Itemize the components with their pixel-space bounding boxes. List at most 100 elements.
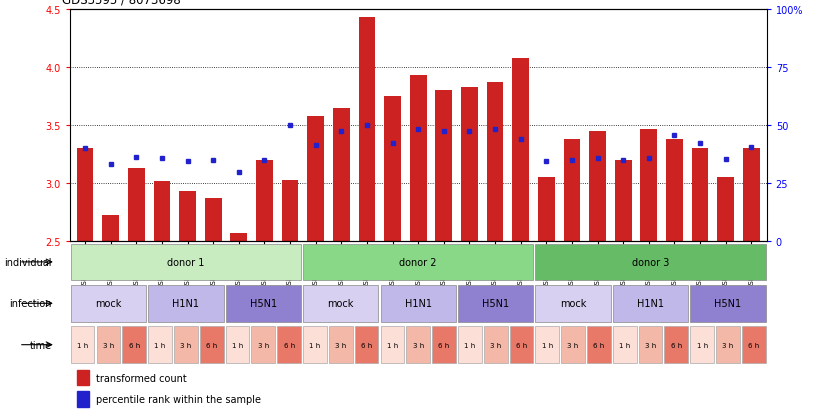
Bar <box>486 83 503 242</box>
FancyBboxPatch shape <box>97 327 120 363</box>
Text: 1 h: 1 h <box>695 342 707 348</box>
Text: 6 h: 6 h <box>670 342 681 348</box>
Text: H1N1: H1N1 <box>405 299 431 309</box>
Text: individual: individual <box>4 257 52 267</box>
Text: 1 h: 1 h <box>618 342 630 348</box>
FancyBboxPatch shape <box>432 327 455 363</box>
FancyBboxPatch shape <box>715 327 739 363</box>
Text: 3 h: 3 h <box>102 342 114 348</box>
Text: 3 h: 3 h <box>644 342 655 348</box>
Bar <box>717 178 733 242</box>
Text: GDS3595 / 8073698: GDS3595 / 8073698 <box>61 0 180 6</box>
Bar <box>665 140 682 242</box>
Text: H1N1: H1N1 <box>636 299 663 309</box>
Text: 1 h: 1 h <box>309 342 320 348</box>
Text: 3 h: 3 h <box>257 342 269 348</box>
Text: 3 h: 3 h <box>722 342 733 348</box>
Text: 6 h: 6 h <box>438 342 449 348</box>
FancyBboxPatch shape <box>277 327 301 363</box>
FancyBboxPatch shape <box>225 285 301 322</box>
Bar <box>205 199 221 242</box>
Text: donor 1: donor 1 <box>167 257 204 267</box>
FancyBboxPatch shape <box>70 285 146 322</box>
FancyBboxPatch shape <box>663 327 687 363</box>
Bar <box>460 88 477 242</box>
Text: 6 h: 6 h <box>515 342 527 348</box>
FancyBboxPatch shape <box>535 285 610 322</box>
Bar <box>128 169 144 242</box>
FancyBboxPatch shape <box>406 327 429 363</box>
Bar <box>537 178 554 242</box>
Text: H5N1: H5N1 <box>482 299 509 309</box>
Text: H5N1: H5N1 <box>250 299 277 309</box>
FancyBboxPatch shape <box>457 285 532 322</box>
Text: 6 h: 6 h <box>593 342 604 348</box>
FancyBboxPatch shape <box>535 327 559 363</box>
Bar <box>563 140 580 242</box>
Bar <box>358 19 375 242</box>
Text: 3 h: 3 h <box>412 342 423 348</box>
Text: transformed count: transformed count <box>96 373 187 382</box>
Text: 1 h: 1 h <box>154 342 165 348</box>
Bar <box>333 109 349 242</box>
FancyBboxPatch shape <box>303 244 532 280</box>
Bar <box>256 161 273 242</box>
FancyBboxPatch shape <box>690 285 765 322</box>
Bar <box>307 117 324 242</box>
Text: H5N1: H5N1 <box>713 299 740 309</box>
Bar <box>589 132 605 242</box>
FancyBboxPatch shape <box>509 327 532 363</box>
Text: 1 h: 1 h <box>232 342 242 348</box>
Text: time: time <box>29 340 52 350</box>
Bar <box>282 180 298 242</box>
FancyBboxPatch shape <box>380 327 404 363</box>
FancyBboxPatch shape <box>535 244 765 280</box>
FancyBboxPatch shape <box>560 327 584 363</box>
FancyBboxPatch shape <box>328 327 352 363</box>
Bar <box>512 59 528 242</box>
FancyBboxPatch shape <box>148 327 172 363</box>
Bar <box>742 149 758 242</box>
Text: percentile rank within the sample: percentile rank within the sample <box>96 394 261 404</box>
Text: 6 h: 6 h <box>747 342 758 348</box>
Bar <box>384 97 400 242</box>
Bar <box>102 215 119 242</box>
Bar <box>410 76 426 242</box>
FancyBboxPatch shape <box>303 285 378 322</box>
Bar <box>77 370 89 385</box>
Text: donor 3: donor 3 <box>631 257 668 267</box>
Text: 1 h: 1 h <box>77 342 88 348</box>
FancyBboxPatch shape <box>200 327 224 363</box>
FancyBboxPatch shape <box>380 285 455 322</box>
FancyBboxPatch shape <box>70 327 94 363</box>
FancyBboxPatch shape <box>638 327 662 363</box>
Text: H1N1: H1N1 <box>172 299 199 309</box>
FancyBboxPatch shape <box>303 327 327 363</box>
Text: infection: infection <box>9 299 52 309</box>
Text: 1 h: 1 h <box>464 342 475 348</box>
Bar <box>230 233 247 242</box>
FancyBboxPatch shape <box>741 327 765 363</box>
FancyBboxPatch shape <box>174 327 197 363</box>
FancyBboxPatch shape <box>483 327 507 363</box>
Bar <box>691 149 708 242</box>
Bar <box>614 161 631 242</box>
Bar <box>77 149 93 242</box>
Bar <box>640 129 656 242</box>
Text: 3 h: 3 h <box>567 342 578 348</box>
FancyBboxPatch shape <box>612 285 687 322</box>
FancyBboxPatch shape <box>225 327 249 363</box>
FancyBboxPatch shape <box>122 327 146 363</box>
Text: 3 h: 3 h <box>335 342 346 348</box>
Text: mock: mock <box>327 299 354 309</box>
FancyBboxPatch shape <box>70 244 301 280</box>
Text: mock: mock <box>559 299 586 309</box>
Text: 1 h: 1 h <box>541 342 552 348</box>
Bar <box>153 181 170 242</box>
FancyBboxPatch shape <box>457 327 481 363</box>
Text: 3 h: 3 h <box>180 342 192 348</box>
FancyBboxPatch shape <box>586 327 610 363</box>
Text: 6 h: 6 h <box>283 342 294 348</box>
Text: 6 h: 6 h <box>129 342 140 348</box>
FancyBboxPatch shape <box>690 327 713 363</box>
